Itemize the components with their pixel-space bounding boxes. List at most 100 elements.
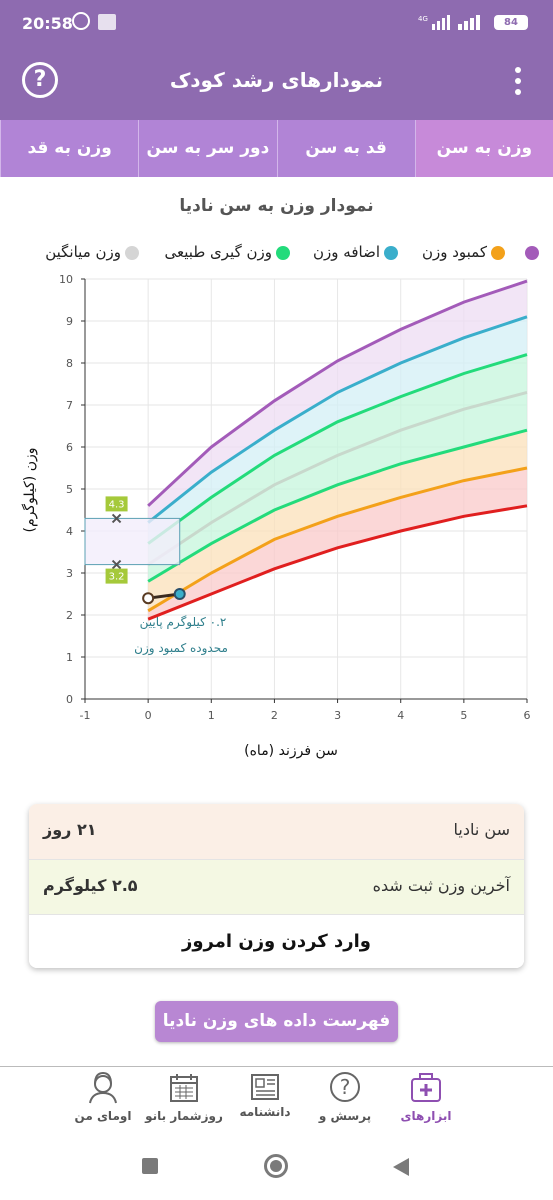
series-line [147, 353, 528, 545]
legend-label: وزن میانگین [45, 243, 121, 261]
series-line [147, 390, 528, 566]
series-line [147, 279, 528, 507]
birth-range-box [84, 517, 181, 566]
nav-item-calendar[interactable]: روزشمار بانو [141, 1067, 227, 1135]
x-axis-label: سن فرزند (ماه) [244, 743, 338, 759]
chart-band [148, 354, 527, 565]
chart-band [148, 316, 527, 544]
y-axis-label: وزن (کیلوگرم) [21, 448, 38, 533]
signal-4g-icon: 4G [418, 15, 450, 30]
legend-dot [125, 245, 139, 260]
alarm-icon [72, 12, 90, 30]
chart-axes: 0 1 2 3 4 5 6 7 8 9 10 -1 0 1 2 3 4 5 6 [59, 273, 531, 722]
chart-band [148, 430, 527, 611]
recent-apps-icon[interactable] [142, 1158, 158, 1174]
nav-item-profile[interactable]: اومای من [60, 1067, 146, 1135]
chart-legend: کمبود وزن اضافه وزن وزن گیری طبیعی وزن م… [0, 243, 553, 269]
help-button[interactable]: ? [22, 62, 58, 98]
x-tick-label: 0 [145, 709, 152, 722]
chart-band [148, 392, 527, 582]
notification-icon [98, 14, 116, 30]
medical-kit-icon [411, 1073, 441, 1102]
child-point [142, 592, 155, 605]
series-line [147, 504, 528, 621]
y-tick-label: 7 [66, 399, 73, 412]
nav-label-tools: ابزارهای [400, 1109, 452, 1123]
calendar-icon [170, 1074, 198, 1102]
home-icon[interactable] [264, 1154, 288, 1178]
y-tick-label: 6 [66, 441, 73, 454]
legend-item-overweight: اضافه وزن [313, 243, 398, 261]
chart-lines [147, 279, 528, 621]
age-value: ۲۱ روز [43, 820, 97, 839]
chart-tabs: وزن به سن قد به سن دور سر به سن وزن به ق… [0, 120, 553, 177]
series-line [147, 466, 528, 613]
y-tick-label: 0 [66, 693, 73, 706]
x-tick-label: 3 [334, 709, 341, 722]
weight-list-button[interactable]: فهرست داده های وزن نادیا [155, 1001, 398, 1042]
newspaper-icon [251, 1074, 279, 1100]
y-tick-label: 10 [59, 273, 73, 286]
nav-item-tools[interactable]: ابزارهای [383, 1067, 469, 1135]
back-icon[interactable] [393, 1158, 409, 1176]
question-circle-icon: ? [33, 67, 47, 92]
age-label: سن نادیا [453, 820, 510, 839]
nav-label-profile: اومای من [74, 1109, 132, 1123]
y-tick-label: 4 [66, 525, 73, 538]
nav-label-calendar: روزشمار بانو [145, 1109, 223, 1123]
y-tick-label: 2 [66, 609, 73, 622]
status-time: 20:58 [22, 14, 73, 33]
x-tick-label: 1 [208, 709, 215, 722]
tab-weight-for-height[interactable]: وزن به قد [0, 120, 138, 177]
x-tick-label: 6 [524, 709, 531, 722]
more-vert-icon[interactable] [506, 64, 530, 100]
series-line [147, 315, 528, 524]
chart-band [148, 468, 527, 620]
tab-height-for-age[interactable]: قد به سن [276, 120, 415, 177]
last-weight-label: آخرین وزن ثبت شده [372, 876, 510, 895]
chart-marks: 4.3 3.2 [84, 496, 186, 605]
range-marker [111, 513, 122, 524]
app-bar: ? نمودارهای رشد کودک [0, 42, 553, 120]
y-tick-label: 1 [66, 651, 73, 664]
x-tick-label: 4 [397, 709, 404, 722]
annotation-line2: محدوده کمبود وزن [134, 641, 228, 656]
annotation-line1: ۰.۲ کیلوگرم پایین [140, 615, 227, 630]
legend-item-underweight: کمبود وزن [422, 243, 505, 261]
x-tick-label: 5 [460, 709, 467, 722]
series-line [147, 428, 528, 583]
svg-text:?: ? [340, 1075, 351, 1099]
status-bar: 20:58 4G 84 [0, 0, 553, 42]
y-tick-label: 9 [66, 315, 73, 328]
weight-for-age-chart: 0 1 2 3 4 5 6 7 8 9 10 -1 0 1 2 3 4 5 6 4.3 3.2 وزن (کیلوگر… [21, 273, 531, 759]
tab-weight-for-age[interactable]: وزن به سن [414, 120, 553, 177]
legend-dot [491, 245, 505, 260]
x-tick-label: 2 [271, 709, 278, 722]
nav-item-encyclopedia[interactable]: دانشنامه [222, 1067, 308, 1135]
legend-dot [384, 245, 398, 260]
legend-item-average: وزن میانگین [45, 243, 139, 261]
range-label: 4.3 [109, 499, 125, 510]
legend-label: اضافه وزن [313, 243, 380, 261]
legend-label: کمبود وزن [421, 243, 487, 261]
tab-head-for-age[interactable]: دور سر به سن [138, 120, 276, 177]
child-point-current [173, 588, 186, 600]
system-nav [0, 1134, 553, 1200]
enter-weight-button[interactable]: وارد کردن وزن امروز [29, 914, 524, 968]
range-label-bg [105, 496, 128, 512]
nav-item-questions[interactable]: ? پرسش و [302, 1067, 388, 1135]
legend-dot [525, 245, 539, 260]
nav-label-questions: پرسش و [318, 1109, 372, 1123]
chart-band [148, 281, 527, 523]
chart-bands [148, 281, 527, 620]
chart-title: نمودار وزن به سن نادیا [179, 196, 374, 216]
legend-item-normal: وزن گیری طبیعی [165, 243, 290, 261]
signal-icon [458, 15, 480, 30]
network-label: 4G [418, 15, 428, 23]
legend-item-purple [521, 243, 539, 261]
legend-label: وزن گیری طبیعی [164, 243, 272, 261]
range-label: 3.2 [109, 572, 125, 583]
last-weight-row: آخرین وزن ثبت شده ۲.۵ کیلوگرم [29, 859, 524, 914]
y-tick-label: 8 [66, 357, 73, 370]
bottom-nav: ابزارهای ? پرسش و دانشنامه روزشمار بانو … [0, 1066, 553, 1134]
